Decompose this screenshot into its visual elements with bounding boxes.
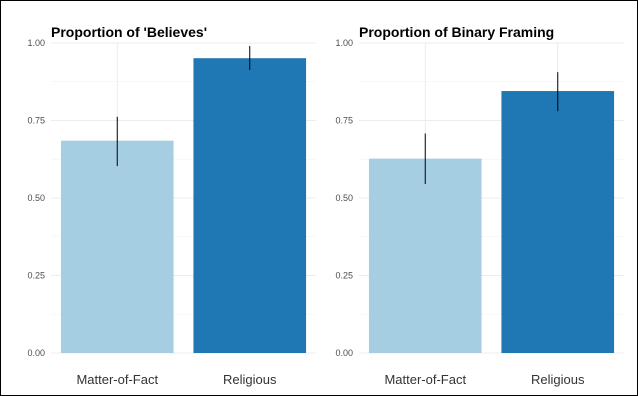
panel-binary-framing: 0.00 0.25 0.50 0.75 1.00 Matter-of-Fact Religi…: [335, 24, 624, 387]
believes-category-label: Matter-of-Fact: [76, 372, 158, 387]
believes-bar-0: [60, 140, 174, 353]
binary-framing-ytick-label: 0.25: [335, 271, 353, 281]
binary-framing-ytick-label: 0.50: [335, 193, 353, 203]
binary-framing-category-label: Religious: [531, 372, 585, 387]
binary-framing-title: Proportion of Binary Framing: [359, 24, 554, 40]
believes-ytick-label: 0.25: [27, 271, 45, 281]
believes-bar-1: [193, 58, 307, 353]
believes-category-label: Religious: [223, 372, 277, 387]
believes-ytick-label: 0.75: [27, 116, 45, 126]
binary-framing-bar-0: [368, 158, 482, 353]
believes-ytick-label: 0.50: [27, 193, 45, 203]
believes-ytick-label: 1.00: [27, 38, 45, 48]
believes-ytick-label: 0.00: [27, 348, 45, 358]
panel-believes: 0.00 0.25 0.50 0.75 1.00 Matter-of-Fact Religi…: [27, 24, 316, 387]
binary-framing-bar-1: [501, 91, 615, 354]
believes-title: Proportion of 'Believes': [51, 24, 207, 40]
binary-framing-category-label: Matter-of-Fact: [384, 372, 466, 387]
binary-framing-ytick-label: 1.00: [335, 38, 353, 48]
binary-framing-ytick-label: 0.75: [335, 116, 353, 126]
binary-framing-ytick-label: 0.00: [335, 348, 353, 358]
